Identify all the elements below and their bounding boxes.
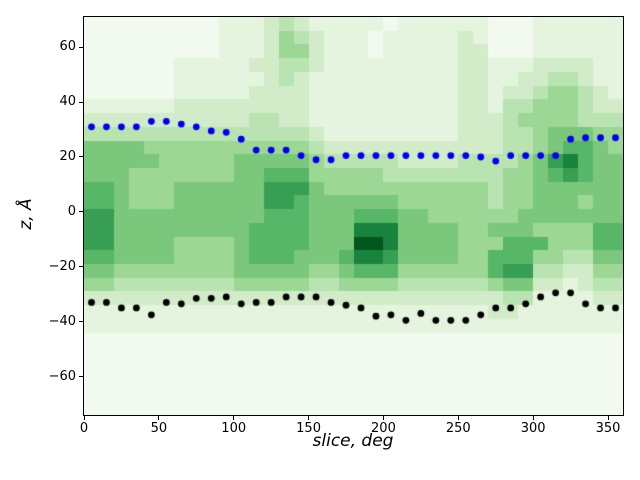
y-tick-label: 20: [59, 148, 76, 164]
heatmap-canvas: [84, 17, 623, 415]
y-tick-label: −40: [48, 313, 76, 329]
x-tick-mark: [532, 416, 534, 420]
y-tick-mark: [79, 156, 83, 158]
plot-area: [83, 16, 624, 416]
x-tick-label: 0: [79, 421, 89, 436]
y-tick-mark: [79, 211, 83, 213]
x-tick-label: 200: [371, 421, 396, 436]
y-axis-label: z, Å: [16, 198, 36, 230]
x-tick-label: 100: [221, 421, 247, 436]
x-axis-label: slice, deg: [312, 431, 394, 451]
x-tick-mark: [158, 416, 160, 420]
x-tick-mark: [607, 416, 609, 420]
x-tick-label: 50: [150, 421, 168, 436]
y-tick-mark: [79, 46, 83, 48]
x-tick-label: 300: [520, 421, 546, 436]
y-tick-mark: [79, 266, 83, 268]
x-tick-mark: [308, 416, 310, 420]
y-tick-label: −60: [48, 368, 76, 384]
y-tick-label: 40: [59, 94, 76, 110]
y-tick-label: −20: [48, 258, 76, 274]
x-tick-mark: [457, 416, 459, 420]
x-tick-label: 250: [445, 421, 471, 436]
x-tick-mark: [83, 416, 85, 420]
x-tick-mark: [233, 416, 235, 420]
x-tick-label: 350: [595, 421, 621, 436]
x-tick-mark: [382, 416, 384, 420]
y-tick-label: 60: [59, 39, 76, 55]
x-tick-label: 150: [296, 421, 321, 436]
y-tick-mark: [79, 101, 83, 103]
y-tick-label: 0: [67, 203, 76, 219]
y-tick-mark: [79, 376, 83, 378]
y-tick-mark: [79, 321, 83, 323]
